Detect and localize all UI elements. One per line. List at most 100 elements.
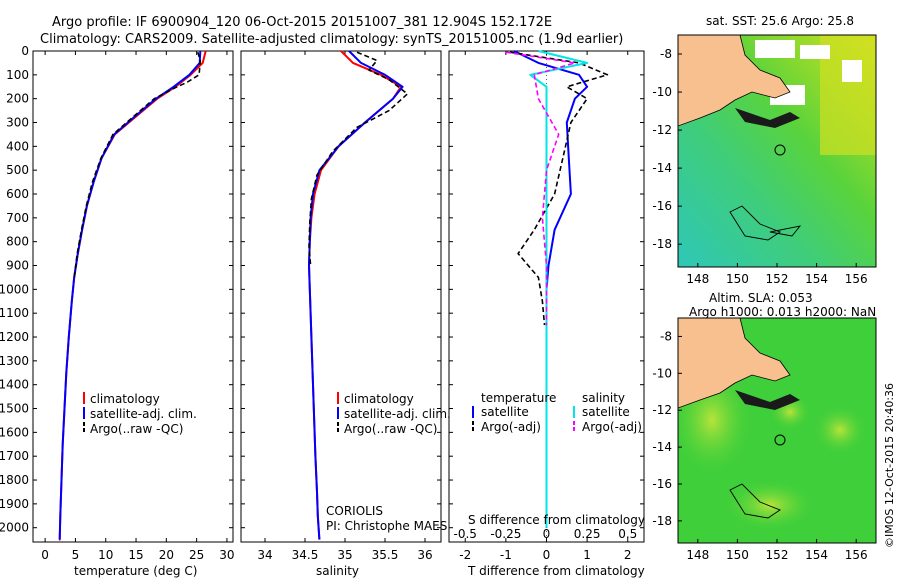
lon-tick-label: 156: [845, 548, 868, 562]
depth-tick-label: 2000: [0, 521, 29, 535]
lat-tick-label: -8: [660, 47, 672, 61]
legend-label: satellite: [582, 405, 630, 419]
lat-tick-label: -8: [660, 329, 672, 343]
series-line-argo-adj-: [505, 51, 576, 326]
lat-tick-label: -14: [652, 440, 672, 454]
legend-label: climatology: [90, 392, 160, 406]
depth-tick-label: 1900: [0, 497, 29, 511]
x-tick-label: 35.5: [372, 548, 399, 562]
depth-tick-label: 100: [6, 68, 29, 82]
depth-tick-label: 200: [6, 92, 29, 106]
sla-map-title-line2: Argo h1000: 0.013 h2000: NaN: [689, 305, 876, 319]
depth-tick-label: 1100: [0, 306, 29, 320]
sla-anomaly-blob: [725, 480, 815, 530]
depth-tick-label: 0: [21, 44, 29, 58]
imos-credit: ©IMOS 12-Oct-2015 20:40:36: [883, 383, 896, 548]
salinity-series: [308, 50, 409, 540]
header-line1: Argo profile: IF 6900904_120 06-Oct-2015…: [52, 15, 552, 30]
sla-map-title-line1: Altim. SLA: 0.053: [709, 291, 813, 305]
x-tick-label: 34: [257, 548, 272, 562]
s-diff-tick-label: -0.5: [454, 527, 477, 541]
legend-title-temperature: temperature: [481, 391, 556, 405]
archipelago: [769, 225, 802, 237]
s-diff-tick-label: 0: [543, 527, 551, 541]
lat-tick-label: -10: [652, 366, 672, 380]
temperature-legend: climatology satellite-adj. clim. Argo(..…: [83, 392, 197, 436]
depth-tick-label: 800: [6, 235, 29, 249]
lat-tick-label: -16: [652, 477, 672, 491]
png-landmass: [678, 35, 791, 127]
series-line-argo-raw-qc-: [308, 51, 409, 266]
legend-label: satellite-adj. clim.: [90, 407, 197, 421]
x-tick-label: 30: [219, 548, 234, 562]
depth-tick-label: 700: [6, 211, 29, 225]
legend-label: Argo(..raw -QC): [344, 422, 437, 436]
depth-axis: 0 100 200 300 400 500 600 700 800 900 1000 1100 1200…: [0, 44, 644, 535]
difference-xlabel: T difference from climatology: [467, 564, 645, 578]
lat-tick-label: -18: [652, 514, 672, 528]
archipelago: [729, 483, 781, 519]
temperature-x-axis: 0 5 10 15 20 25 30: [41, 51, 235, 562]
depth-tick-label: 1300: [0, 354, 29, 368]
archipelago: [729, 205, 781, 241]
series-line-satellite-adj-clim-: [58, 50, 202, 540]
salinity-legend: climatology satellite-adj. clim. Argo(..…: [337, 392, 451, 436]
depth-tick-label: 1500: [0, 402, 29, 416]
argo-float-marker: [774, 434, 786, 446]
legend-label: climatology: [344, 392, 414, 406]
lat-tick-label: -10: [652, 85, 672, 99]
depth-tick-label: 600: [6, 187, 29, 201]
lon-tick-label: 148: [686, 548, 709, 562]
series-line-climatology: [308, 50, 402, 540]
series-line-argo-raw-qc-: [73, 51, 202, 278]
depth-tick-label: 500: [6, 163, 29, 177]
depth-tick-label: 900: [6, 259, 29, 273]
x-tick-label: 0: [41, 548, 49, 562]
depth-tick-label: 1000: [0, 282, 29, 296]
difference-series: [505, 50, 609, 528]
lon-tick-label: 152: [766, 548, 789, 562]
difference-x-axis: -2 -1 0 1 2 -0.5 -0.25 0 0.25 0.5: [454, 51, 637, 562]
lon-tick-label: 156: [845, 272, 868, 286]
legend-label: Argo(-adj): [582, 420, 642, 434]
salinity-xlabel: salinity: [316, 564, 359, 578]
temperature-series: [58, 50, 207, 541]
depth-tick-label: 300: [6, 116, 29, 130]
sla-map: [678, 318, 876, 543]
sst-cloud-gap: [755, 40, 795, 58]
depth-tick-label: 400: [6, 139, 29, 153]
sla-anomaly-blob: [814, 406, 866, 454]
lat-tick-label: -12: [652, 403, 672, 417]
lon-tick-label: 154: [805, 548, 828, 562]
data-centre-label: CORIOLIS: [326, 504, 383, 518]
archipelago: [735, 108, 800, 128]
x-tick-label: 25: [189, 548, 204, 562]
lat-tick-label: -12: [652, 123, 672, 137]
lat-tick-label: -18: [652, 237, 672, 251]
x-tick-label: 15: [128, 548, 143, 562]
lat-tick-label: -16: [652, 199, 672, 213]
legend-label: satellite-adj. clim.: [344, 407, 451, 421]
x-tick-label: 1: [583, 548, 591, 562]
s-diff-tick-label: 0.25: [574, 527, 601, 541]
depth-tick-label: 1700: [0, 449, 29, 463]
x-tick-label: 36: [417, 548, 432, 562]
sst-map-axes: 148 150 152 154 156 -8 -10 -12 -14 -16 -18: [652, 47, 867, 286]
lon-tick-label: 150: [726, 548, 749, 562]
x-tick-label: 0: [543, 548, 551, 562]
sla-map-axes: 148 150 152 154 156 -8 -10 -12 -14 -16 -18: [652, 329, 867, 562]
sst-map: [678, 35, 876, 267]
temperature-panel-frame: [32, 50, 234, 543]
series-line-argo-adj-: [509, 51, 609, 326]
series-line-satellite: [529, 50, 589, 528]
depth-tick-label: 1600: [0, 425, 29, 439]
lon-tick-label: 154: [805, 272, 828, 286]
salinity-x-axis: 34 34.5 35 35.5 36: [257, 51, 433, 562]
temperature-xlabel: temperature (deg C): [74, 564, 197, 578]
x-tick-label: 10: [98, 548, 113, 562]
lat-tick-label: -14: [652, 161, 672, 175]
x-tick-label: 2: [624, 548, 632, 562]
difference-s-title: S difference from climatology: [468, 513, 645, 527]
x-tick-label: -1: [500, 548, 512, 562]
